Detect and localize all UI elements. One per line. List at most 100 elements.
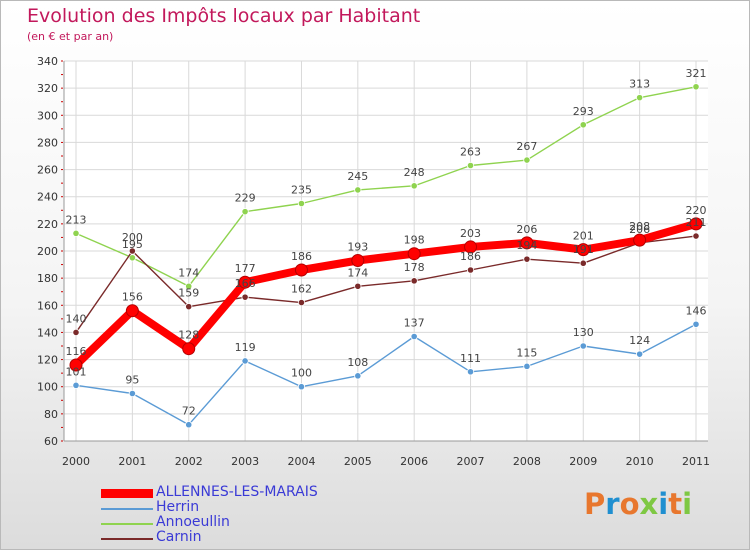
- data-label: 198: [404, 234, 425, 247]
- data-label: 267: [516, 140, 537, 153]
- data-label: 263: [460, 146, 481, 159]
- data-point: [692, 320, 700, 328]
- data-point: [182, 342, 196, 356]
- data-label: 203: [460, 227, 481, 240]
- data-label: 111: [460, 352, 481, 365]
- x-tick-label: 2009: [569, 455, 597, 468]
- data-point: [466, 368, 475, 376]
- series-line-carnin: [75, 235, 697, 334]
- x-tick-label: 2005: [344, 455, 372, 468]
- data-point: [128, 254, 136, 262]
- data-point: [464, 240, 478, 254]
- data-label: 206: [629, 223, 650, 236]
- y-tick-label: 240: [37, 191, 58, 204]
- data-label: 195: [122, 238, 143, 251]
- data-point: [579, 342, 587, 350]
- data-point: [636, 94, 644, 102]
- data-point: [241, 357, 249, 365]
- y-tick-label: 340: [37, 55, 58, 68]
- data-point: [241, 208, 249, 216]
- data-point: [241, 293, 249, 301]
- data-point: [72, 328, 80, 337]
- data-label: 156: [122, 291, 143, 304]
- data-label: 166: [235, 277, 256, 290]
- y-tick-label: 220: [37, 218, 58, 231]
- legend-label: ALLENNES-LES-MARAIS: [156, 484, 318, 500]
- logo-letter: r: [605, 487, 620, 521]
- data-point: [297, 298, 306, 307]
- logo-letter: t: [668, 487, 683, 521]
- logo-letter: i: [682, 487, 693, 521]
- data-point: [128, 247, 136, 255]
- data-point: [689, 217, 703, 231]
- legend-swatch: [101, 523, 153, 525]
- data-label: 116: [66, 345, 87, 358]
- data-point: [410, 182, 418, 190]
- y-tick-label: 160: [37, 299, 58, 312]
- data-point: [297, 199, 306, 208]
- data-label: 220: [686, 204, 707, 217]
- data-label: 119: [235, 341, 256, 354]
- data-label: 100: [291, 367, 312, 380]
- data-point: [128, 389, 136, 398]
- data-label: 313: [629, 78, 650, 91]
- data-label: 130: [573, 326, 594, 339]
- data-label: 229: [235, 192, 256, 205]
- y-tick-label: 140: [37, 326, 58, 339]
- data-label: 72: [182, 405, 196, 418]
- data-label: 213: [66, 213, 87, 226]
- x-tick-label: 2002: [175, 455, 203, 468]
- data-label: 95: [125, 374, 139, 387]
- data-label: 186: [291, 250, 312, 263]
- data-point: [238, 275, 252, 289]
- data-label: 174: [178, 266, 199, 279]
- data-point: [523, 156, 531, 164]
- x-tick-label: 2003: [231, 455, 259, 468]
- data-label: 146: [686, 304, 707, 317]
- data-point: [354, 372, 362, 380]
- y-tick-label: 260: [37, 164, 58, 177]
- data-label: 128: [178, 329, 199, 342]
- y-tick-label: 180: [37, 272, 58, 285]
- legend-swatch: [101, 489, 153, 498]
- data-label: 321: [686, 67, 707, 80]
- series-line-herrin: [75, 323, 697, 426]
- data-label: 115: [516, 346, 537, 359]
- legend-swatch: [101, 538, 153, 540]
- data-point: [692, 83, 700, 91]
- legend-swatch: [101, 508, 153, 510]
- data-label: 191: [573, 243, 594, 256]
- data-point: [125, 304, 139, 318]
- y-tick-label: 100: [37, 381, 58, 394]
- data-point: [466, 161, 475, 170]
- data-label: 186: [460, 250, 481, 263]
- x-tick-label: 2004: [287, 455, 315, 468]
- y-tick-label: 60: [44, 435, 58, 448]
- data-label: 194: [516, 239, 537, 252]
- data-point: [579, 121, 587, 129]
- data-label: 174: [347, 266, 368, 279]
- data-point: [72, 381, 80, 389]
- logo-letter: i: [658, 487, 669, 521]
- proxiti-logo: Proxiti: [584, 487, 692, 521]
- x-tick-label: 2011: [682, 455, 710, 468]
- legend-label: Herrin: [156, 499, 200, 515]
- series-line-annoeullin: [75, 86, 697, 287]
- data-point: [633, 233, 647, 247]
- data-label: 200: [122, 231, 143, 244]
- data-point: [294, 263, 308, 277]
- data-point: [576, 243, 590, 257]
- data-label: 211: [686, 216, 707, 229]
- x-tick-label: 2008: [513, 455, 541, 468]
- series-line-allennes-les-marais: [72, 219, 700, 369]
- x-tick-label: 2007: [457, 455, 485, 468]
- logo-letter: o: [619, 487, 640, 521]
- data-label: 248: [404, 166, 425, 179]
- x-tick-label: 2000: [62, 455, 90, 468]
- data-point: [520, 236, 534, 250]
- data-point: [407, 247, 421, 261]
- data-label: 206: [516, 223, 537, 236]
- data-label: 137: [404, 317, 425, 330]
